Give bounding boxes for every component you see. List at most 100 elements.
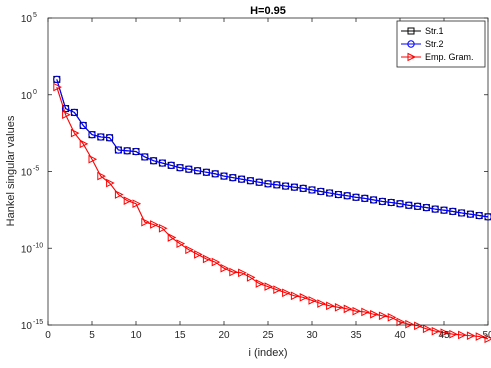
data-point (158, 223, 168, 233)
data-point (150, 220, 159, 229)
data-point (158, 159, 167, 167)
data-point (334, 303, 344, 312)
series-line (56, 86, 489, 340)
data-point (220, 263, 230, 273)
series-line (56, 79, 489, 218)
data-point (185, 165, 193, 173)
data-point (202, 168, 211, 176)
data-point (325, 189, 334, 197)
data-point (141, 217, 150, 227)
data-point (123, 147, 131, 155)
x-tick-label: 10 (130, 330, 142, 341)
legend: Str.1 Str.2 Emp. Gram. (396, 20, 486, 68)
data-point (97, 171, 106, 181)
plot-area (48, 18, 488, 325)
data-point (308, 296, 318, 305)
y-tick-label: 10 (21, 244, 33, 255)
legend-item: Str.2 (401, 39, 444, 49)
data-point (255, 178, 263, 186)
data-point (53, 75, 61, 84)
data-point (422, 203, 431, 212)
data-point (132, 147, 140, 156)
series-3 (53, 82, 491, 344)
data-point (422, 324, 432, 334)
data-point (361, 194, 369, 203)
data-point (273, 181, 281, 189)
series-2 (53, 75, 491, 221)
data-point (194, 250, 203, 259)
data-point (413, 202, 422, 211)
data-point (114, 146, 123, 154)
data-point (352, 306, 362, 316)
data-point (378, 311, 388, 321)
axes-box (47, 17, 489, 326)
data-point (273, 285, 282, 295)
data-point (405, 319, 414, 329)
x-axis-label: i (index) (248, 347, 287, 359)
data-point (281, 182, 290, 190)
data-point (237, 175, 246, 183)
legend-label: Str.2 (425, 39, 444, 49)
data-point (114, 190, 124, 199)
data-point (185, 245, 194, 255)
data-point (317, 299, 326, 308)
y-tick-label: 10 (21, 168, 33, 179)
data-point (370, 309, 379, 319)
data-point (176, 163, 184, 172)
y-tick-label: 10 (21, 91, 33, 102)
data-point (238, 268, 247, 278)
data-point (343, 304, 353, 314)
data-point (352, 193, 360, 201)
data-point (255, 279, 265, 288)
data-point (79, 139, 89, 149)
legend-label: Str.1 (425, 26, 444, 36)
data-point (343, 192, 351, 200)
data-point (431, 205, 439, 213)
data-point (229, 173, 237, 182)
data-point (431, 326, 441, 336)
data-point (457, 209, 466, 217)
data-point (97, 133, 105, 141)
data-point (387, 198, 395, 207)
data-point (132, 199, 142, 209)
y-tick-exponent: -10 (33, 242, 43, 249)
data-point (475, 211, 483, 220)
data-point (79, 121, 87, 130)
chart-title: H=0.95 (250, 5, 286, 17)
legend-item: Emp. Gram. (401, 52, 474, 62)
x-tick-label: 40 (394, 330, 406, 341)
x-tick-label: 5 (89, 330, 95, 341)
legend-item: Str.1 (401, 26, 444, 36)
data-point (62, 110, 71, 120)
data-point (369, 196, 378, 204)
data-point (414, 321, 423, 331)
data-point (405, 201, 413, 209)
y-tick-label: 10 (21, 321, 33, 332)
data-point (361, 307, 370, 317)
x-tick-label: 35 (350, 330, 362, 341)
data-point (407, 52, 417, 62)
data-point (387, 313, 397, 322)
data-point (176, 239, 186, 248)
data-point (407, 40, 415, 48)
data-point (264, 282, 274, 291)
data-point (220, 172, 228, 180)
data-point (211, 257, 221, 267)
data-point (193, 167, 202, 175)
data-point (290, 291, 300, 301)
x-tick-label: 50 (482, 330, 491, 341)
data-point (61, 104, 70, 113)
data-point (458, 330, 467, 340)
data-point (326, 301, 335, 311)
data-point (167, 161, 175, 170)
data-point (88, 130, 96, 139)
data-point (70, 108, 79, 117)
y-tick-exponent: 5 (33, 12, 37, 19)
data-point (475, 332, 485, 341)
y-tick-exponent: -5 (33, 166, 39, 173)
data-point (466, 331, 476, 341)
data-point (299, 293, 309, 302)
x-tick-label: 15 (174, 330, 186, 341)
x-tick-label: 20 (218, 330, 230, 341)
